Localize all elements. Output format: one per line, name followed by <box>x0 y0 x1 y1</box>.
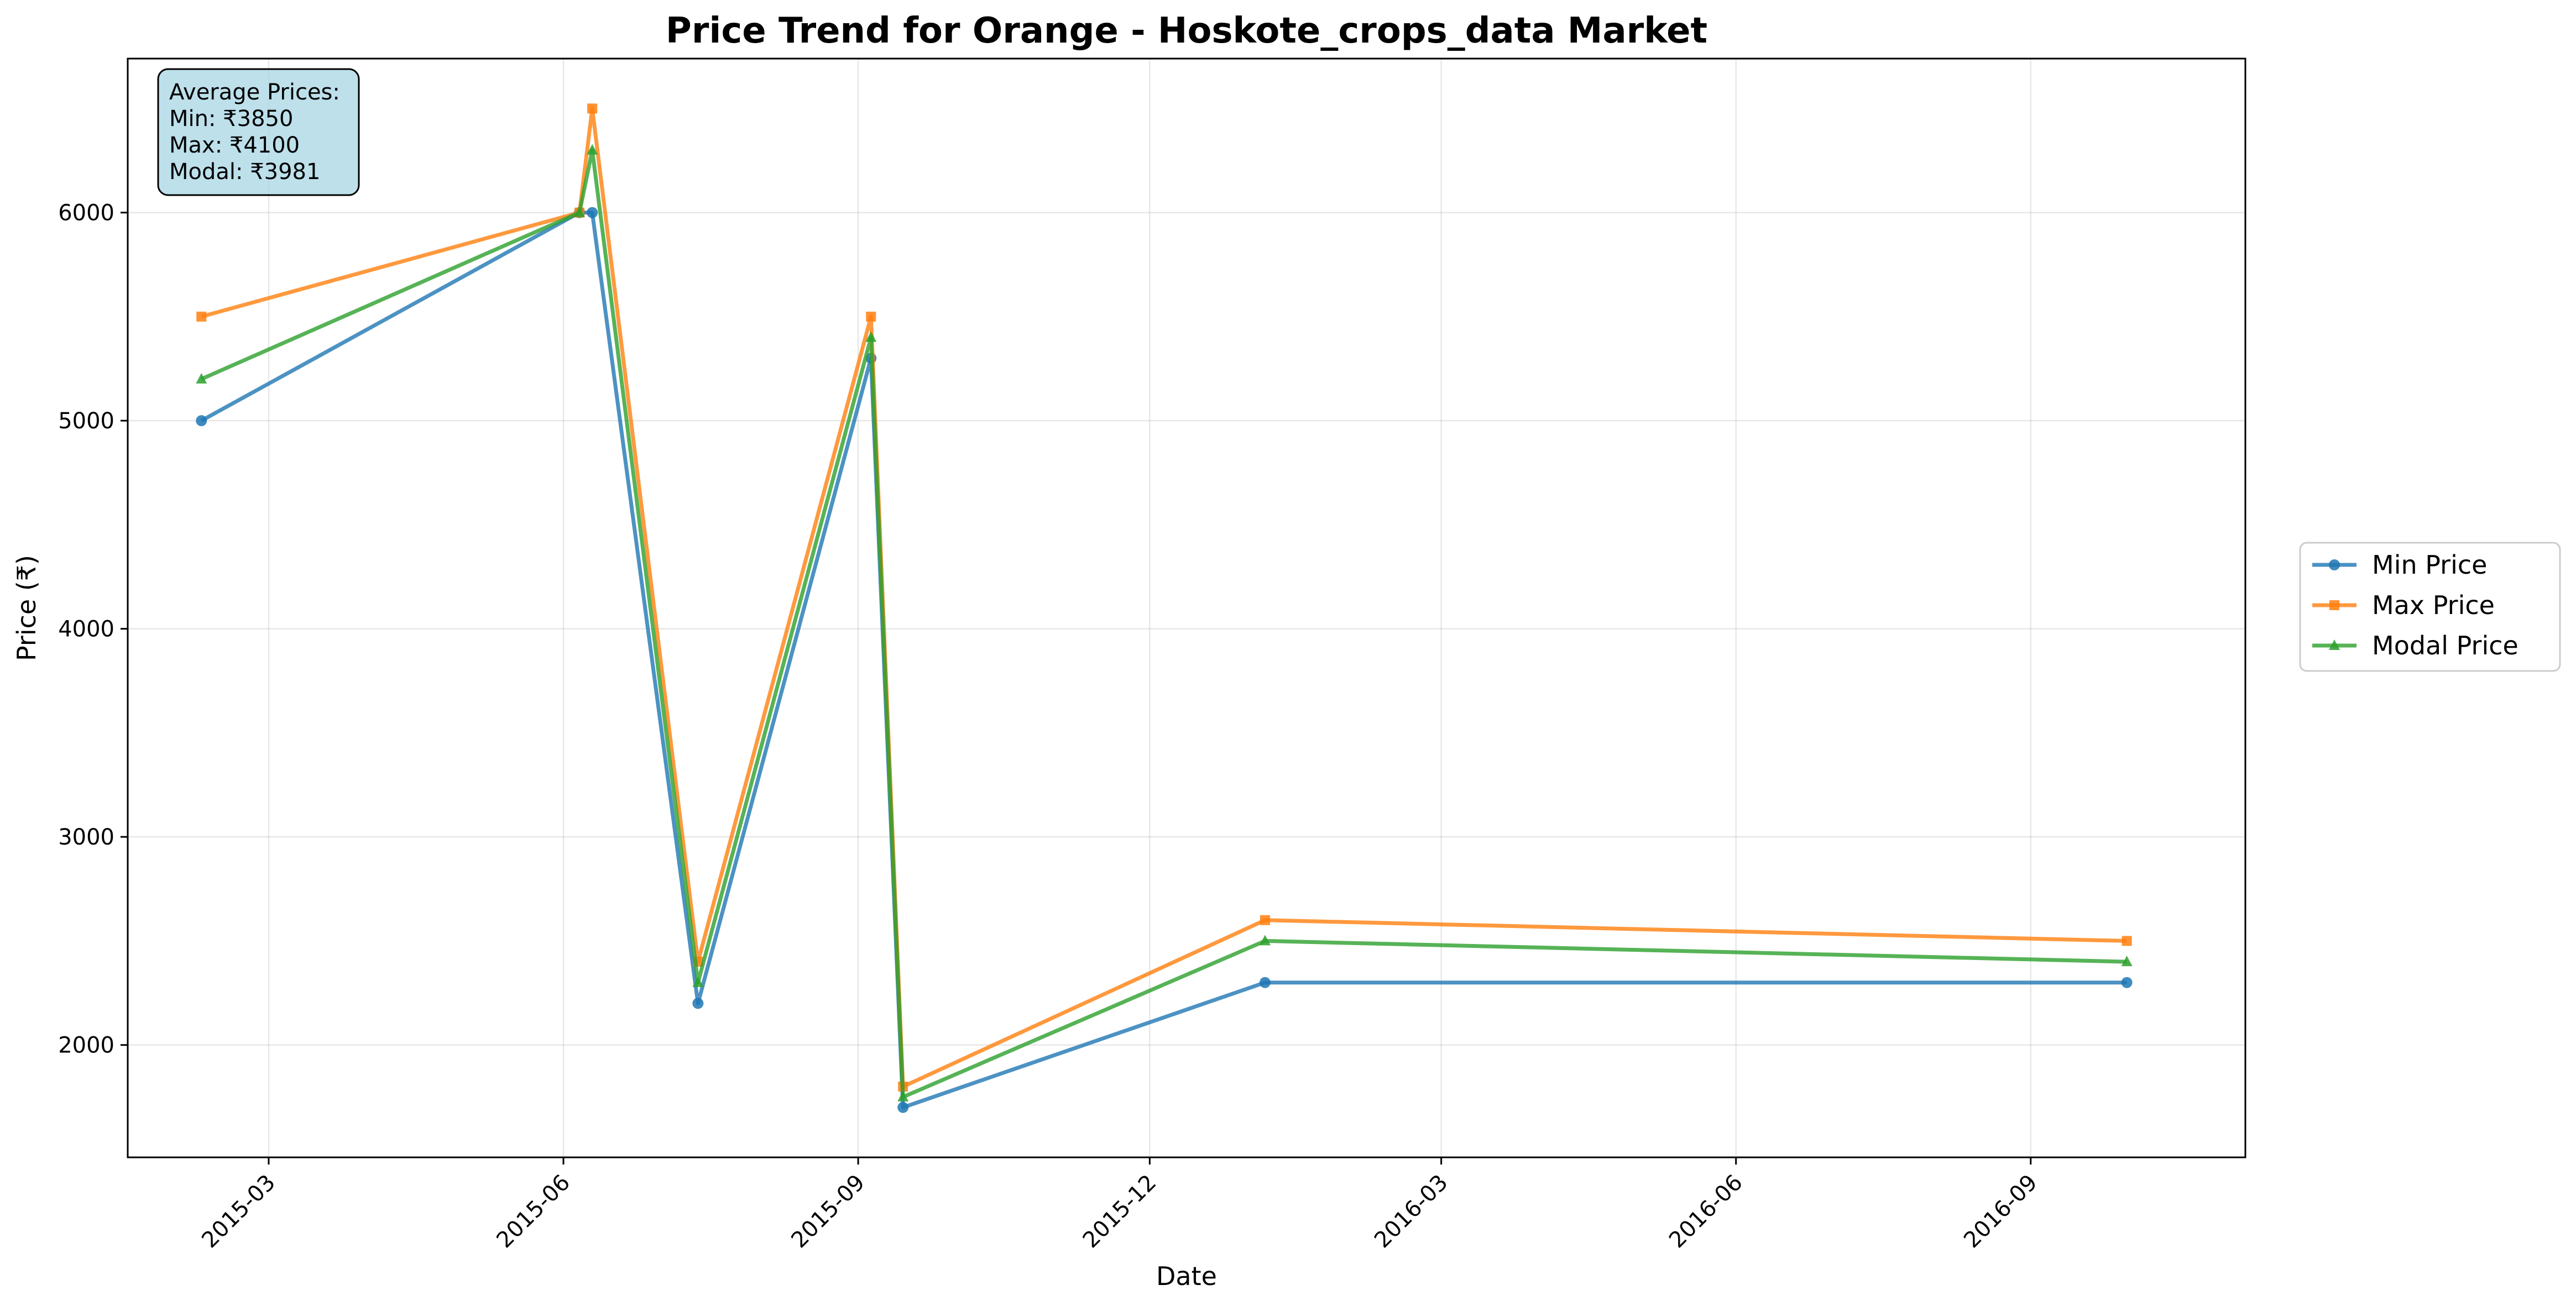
x-axis-label: Date <box>1156 1261 1217 1291</box>
max-price-point <box>196 311 207 322</box>
annotation-modal: Modal: ₹3981 <box>169 159 320 185</box>
modal-price-point <box>692 976 704 987</box>
y-tick-label: 5000 <box>58 408 114 434</box>
min-price-point <box>692 998 704 1009</box>
y-tick-label: 6000 <box>58 201 114 226</box>
modal-price-line <box>200 148 2127 1099</box>
y-axis: 2000 3000 4000 5000 6000 <box>58 201 128 1058</box>
annotation-heading: Average Prices: <box>169 80 340 105</box>
annotation-min: Min: ₹3850 <box>169 106 293 132</box>
y-tick-label: 3000 <box>58 825 114 850</box>
y-axis-label: Price (₹) <box>12 555 41 661</box>
modal-price-series <box>196 144 2133 1102</box>
min-price-point <box>1259 977 1271 988</box>
legend-item-max-price: Max Price <box>2312 590 2495 620</box>
legend-item-min-price: Min Price <box>2312 550 2487 580</box>
y-tick-label: 2000 <box>58 1033 114 1058</box>
chart-title: Price Trend for Orange - Hoskote_crops_d… <box>666 11 1707 51</box>
legend-label: Min Price <box>2372 550 2487 580</box>
legend-swatch-marker <box>2329 600 2339 610</box>
modal-price-point <box>573 206 585 217</box>
modal-price-point <box>196 373 207 384</box>
annotation-background <box>157 68 360 196</box>
legend-label: Modal Price <box>2372 631 2518 660</box>
grid-lines <box>128 59 2245 1157</box>
average-prices-annotation: Average Prices: Min: ₹3850 Max: ₹4100 Mo… <box>157 68 360 196</box>
modal-price-point <box>1259 935 1271 946</box>
modal-price-point <box>587 144 598 155</box>
min-price-point <box>587 207 598 218</box>
legend-swatch-marker <box>2329 639 2340 650</box>
annotation-max: Max: ₹4100 <box>169 133 300 158</box>
modal-price-point <box>865 331 877 342</box>
legend-item-modal-price: Modal Price <box>2312 631 2518 660</box>
max-price-point <box>1260 915 1270 925</box>
modal-price-point <box>2121 956 2133 967</box>
max-price-point <box>866 311 876 322</box>
max-price-point <box>2122 936 2132 946</box>
plot-frame <box>127 57 2246 1158</box>
legend-label: Max Price <box>2372 590 2495 620</box>
modal-price-point <box>897 1090 909 1102</box>
legend: Min Price Max Price Modal Price <box>2299 542 2561 672</box>
min-price-point <box>897 1102 909 1113</box>
max-price-point <box>587 103 598 114</box>
series-layer <box>196 103 2133 1113</box>
min-price-point <box>2121 977 2133 988</box>
legend-frame <box>2299 542 2561 672</box>
y-tick-label: 4000 <box>58 617 114 642</box>
legend-swatch-marker <box>2329 559 2340 570</box>
min-price-point <box>196 415 207 427</box>
